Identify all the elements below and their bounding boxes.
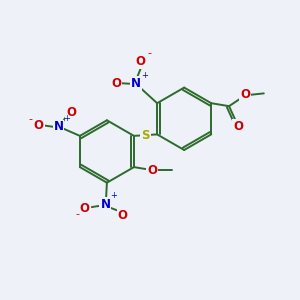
Text: O: O bbox=[34, 119, 44, 132]
Text: -: - bbox=[147, 48, 151, 58]
Text: O: O bbox=[240, 88, 250, 101]
Text: O: O bbox=[147, 164, 158, 177]
Text: -: - bbox=[75, 209, 79, 220]
Text: +: + bbox=[141, 71, 148, 80]
Text: O: O bbox=[118, 209, 128, 222]
Text: +: + bbox=[110, 191, 117, 200]
Text: -: - bbox=[28, 114, 32, 124]
Text: O: O bbox=[80, 202, 90, 215]
Text: +: + bbox=[63, 114, 70, 123]
Text: N: N bbox=[53, 121, 64, 134]
Text: S: S bbox=[141, 129, 150, 142]
Text: N: N bbox=[100, 198, 110, 211]
Text: O: O bbox=[111, 77, 122, 90]
Text: N: N bbox=[131, 77, 141, 90]
Text: O: O bbox=[136, 55, 146, 68]
Text: O: O bbox=[66, 106, 76, 118]
Text: O: O bbox=[233, 120, 243, 133]
